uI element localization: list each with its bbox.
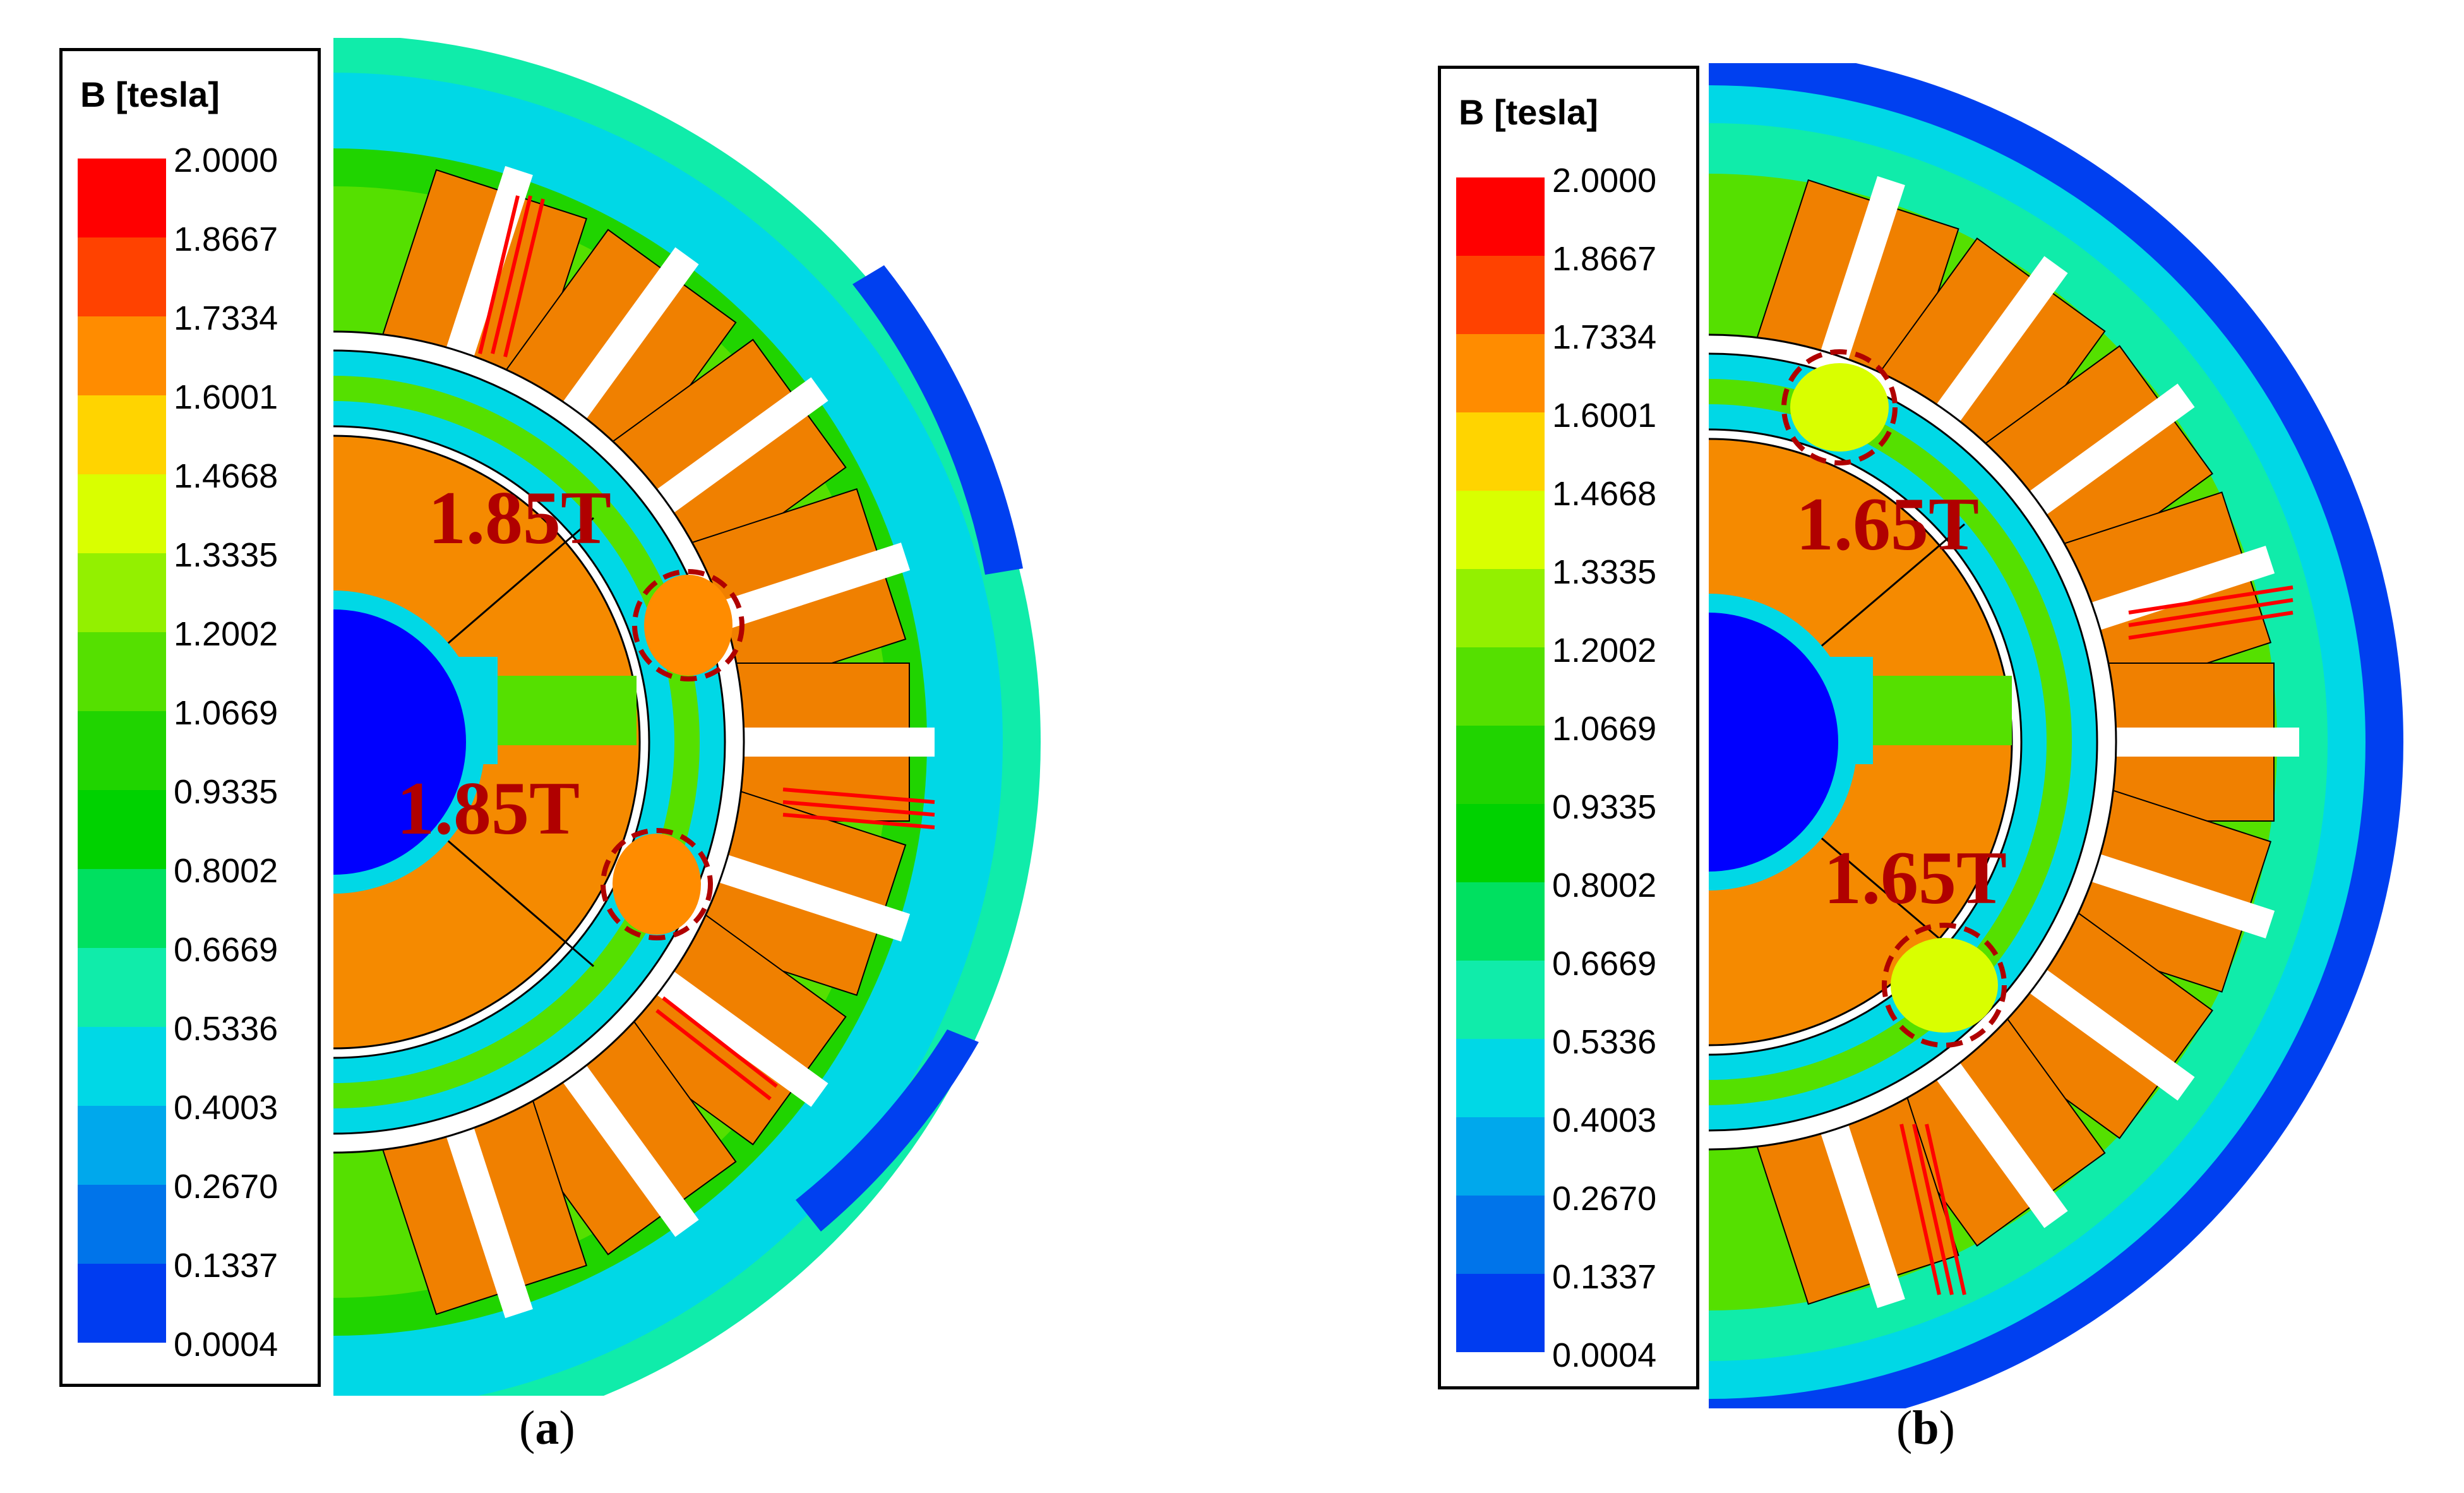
legend-swatches	[78, 159, 166, 1343]
annotation-upper: 1.85T	[428, 476, 611, 560]
legend-label: 0.8002	[1552, 866, 1657, 904]
legend-label: 2.0000	[1552, 162, 1657, 200]
legend-swatch-5	[1456, 569, 1545, 647]
highlight-circle	[601, 828, 713, 940]
legend-label: 0.1337	[174, 1247, 278, 1285]
legend-label: 1.6001	[1552, 397, 1657, 435]
legend-swatch-4	[1456, 491, 1545, 569]
legend-swatch-11	[1456, 1039, 1545, 1117]
legend-label: 2.0000	[174, 141, 278, 179]
high-flux-lines	[1899, 585, 2294, 1295]
legend-swatch-4	[78, 474, 166, 553]
legend-swatch-9	[1456, 882, 1545, 961]
legend-label: 1.2002	[174, 615, 278, 653]
legend-title: B [tesla]	[1459, 92, 1598, 132]
legend-swatch-2	[78, 316, 166, 395]
hotspot	[613, 834, 701, 935]
machine-cross-section-a	[333, 38, 1041, 1396]
legend-label: 0.4003	[1552, 1101, 1657, 1139]
legend-label: 1.3335	[1552, 553, 1657, 591]
legend-label: 0.6669	[1552, 945, 1657, 983]
legend-swatch-12	[78, 1106, 166, 1185]
legend-swatch-7	[78, 711, 166, 790]
highlight-circle	[1781, 349, 1898, 465]
legend-swatch-0	[78, 159, 166, 237]
legend-label: 0.5336	[1552, 1023, 1657, 1061]
legend-swatch-7	[1456, 726, 1545, 804]
legend-b: B [tesla] 2.0000 1.8667 1.7334 1.6001 1.…	[1438, 66, 1699, 1389]
legend-swatch-6	[1456, 647, 1545, 726]
legend-label: 0.0004	[1552, 1336, 1657, 1374]
legend-label: 1.2002	[1552, 632, 1657, 669]
legend-swatch-5	[78, 553, 166, 632]
shaft	[1709, 613, 1838, 872]
legend-label: 0.8002	[174, 852, 278, 890]
legend-swatch-1	[78, 237, 166, 316]
annotation-lower: 1.85T	[397, 766, 580, 850]
legend-swatch-10	[1456, 961, 1545, 1039]
legend-swatch-6	[78, 632, 166, 711]
legend-label: 0.1337	[1552, 1258, 1657, 1296]
legend-swatch-13	[78, 1185, 166, 1264]
legend-swatch-12	[1456, 1117, 1545, 1196]
legend-label: 0.4003	[174, 1089, 278, 1127]
high-flux-lines	[478, 195, 935, 1101]
legend-swatch-2	[1456, 334, 1545, 412]
legend-label: 0.6669	[174, 931, 278, 969]
legend-label: 1.8667	[174, 220, 278, 258]
legend-label: 1.6001	[174, 378, 278, 416]
legend-label: 1.0669	[1552, 710, 1657, 748]
legend-label: 0.2670	[1552, 1180, 1657, 1218]
legend-swatch-9	[78, 869, 166, 948]
legend-a: B [tesla] 2.0000 1.8667 1.7334 1.6001 1.…	[59, 48, 321, 1387]
low-flux-region	[796, 1029, 979, 1232]
legend-swatch-11	[78, 1027, 166, 1106]
field-plot-b: 1.65T 1.65T	[1709, 63, 2403, 1408]
legend-label: 0.5336	[174, 1010, 278, 1048]
legend-label: 0.9335	[174, 773, 278, 811]
legend-swatches	[1456, 177, 1545, 1352]
legend-swatch-10	[78, 948, 166, 1027]
highlight-circle	[632, 569, 745, 681]
legend-swatch-3	[1456, 412, 1545, 491]
legend-swatch-1	[1456, 256, 1545, 334]
legend-label: 0.2670	[174, 1168, 278, 1206]
subfigure-label-b: (b)	[1896, 1401, 1955, 1454]
legend-label: 0.9335	[1552, 788, 1657, 826]
legend-label: 0.0004	[174, 1326, 278, 1364]
hotspot	[1790, 363, 1889, 452]
field-plot-a: 1.85T 1.85T	[333, 38, 1041, 1396]
panel-b: 1.65T 1.65T B [tesla] 2.0000 1.8667 1.73…	[1232, 0, 2464, 1493]
low-flux-region	[852, 265, 1023, 575]
annotation-lower: 1.65T	[1824, 836, 2007, 920]
subfigure-label-a: (a)	[519, 1401, 575, 1454]
machine-cross-section-b	[1709, 63, 2403, 1408]
legend-label: 1.7334	[174, 299, 278, 337]
hotspot	[644, 575, 733, 676]
annotation-upper: 1.65T	[1796, 482, 1979, 566]
legend-label: 1.7334	[1552, 318, 1657, 356]
legend-label: 1.4668	[174, 457, 278, 495]
legend-label: 1.3335	[174, 536, 278, 574]
legend-swatch-0	[1456, 177, 1545, 256]
legend-title: B [tesla]	[80, 75, 220, 114]
legend-swatch-8	[1456, 804, 1545, 882]
highlight-circle	[1882, 923, 2007, 1048]
legend-label: 1.0669	[174, 694, 278, 732]
legend-label: 1.4668	[1552, 475, 1657, 513]
legend-swatch-8	[78, 790, 166, 869]
panel-a: 1.85T 1.85T B [tesla] 2.0000 1.8667 1.73…	[59, 38, 1041, 1454]
legend-swatch-13	[1456, 1196, 1545, 1274]
shaft	[333, 609, 466, 875]
legend-label: 1.8667	[1552, 240, 1657, 278]
legend-swatch-14	[78, 1264, 166, 1343]
legend-swatch-3	[78, 395, 166, 474]
legend-swatch-14	[1456, 1274, 1545, 1352]
hotspot	[1891, 938, 1998, 1033]
